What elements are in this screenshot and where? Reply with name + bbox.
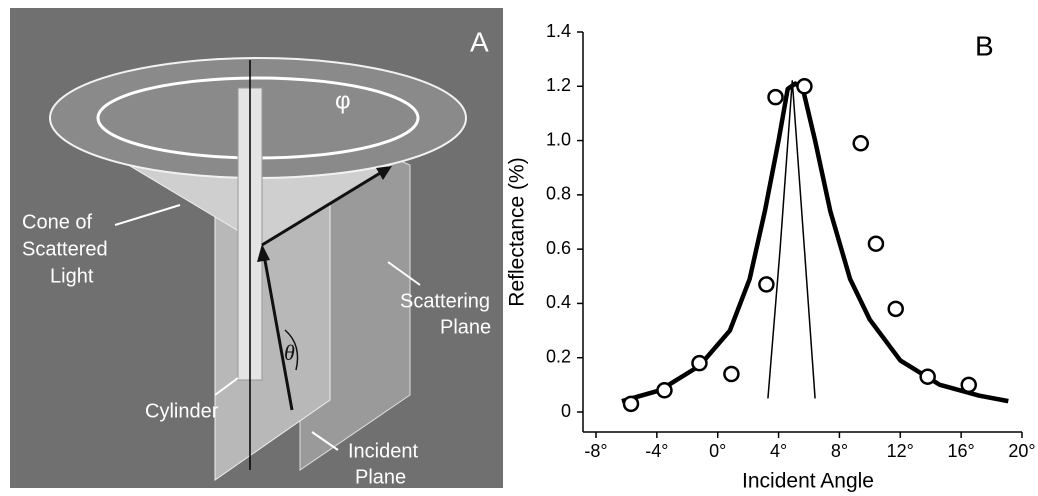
data-point	[919, 368, 936, 385]
panel-label: A	[470, 26, 489, 57]
pointer	[311, 431, 339, 451]
data-point	[723, 365, 740, 383]
data-point	[622, 395, 640, 413]
y-tick-label: 1.0	[546, 129, 571, 149]
data-point	[758, 276, 775, 293]
data-point	[656, 382, 673, 399]
cone-label: Cone of	[22, 211, 92, 233]
data-point	[691, 354, 708, 372]
pointer	[214, 377, 239, 396]
x-tick-label: -4°	[645, 441, 668, 461]
data-point	[852, 135, 869, 152]
y-tick-label: 0.4	[546, 292, 571, 312]
scattering-plane-label: Plane	[440, 316, 491, 338]
scattered-arrow	[261, 168, 386, 247]
incident-plane-label: Incident	[348, 440, 418, 462]
data-point	[867, 235, 885, 252]
panel-a: A φ Cone of Scattered Light Scattering P…	[10, 8, 503, 488]
data-point	[767, 88, 784, 106]
arrow-head	[257, 244, 270, 262]
incident-plane-label: Plane	[355, 466, 406, 488]
y-tick-label: 0	[561, 401, 571, 421]
y-tick-label: 0.6	[546, 238, 571, 258]
x-tick-label: 0°	[709, 441, 726, 461]
pointer	[387, 261, 421, 286]
panel-b: B Incident Angle Reflectance (%) 0 0.2 0.4…	[506, 21, 1036, 493]
pointer	[114, 204, 181, 226]
arrow-head	[376, 166, 392, 180]
x-tick-label: -8°	[584, 441, 607, 461]
cylinder-label: Cylinder	[145, 400, 219, 422]
y-tick-label: 0.8	[546, 184, 571, 204]
data-point	[796, 78, 813, 95]
x-tick-label: 4°	[770, 441, 787, 461]
x-tick-label: 12°	[887, 441, 914, 461]
data-point	[960, 376, 977, 394]
x-tick-label: 16°	[948, 441, 975, 461]
x-tick-label: 20°	[1008, 441, 1035, 461]
data-point	[887, 300, 904, 318]
phi-label: φ	[335, 87, 351, 114]
theta-arc	[284, 329, 299, 371]
incident-arrow	[262, 254, 294, 411]
x-axis-label: Incident Angle	[742, 470, 874, 493]
panel-label: B	[975, 30, 994, 61]
y-tick-label: 0.2	[546, 346, 571, 366]
cone-label: Light	[50, 265, 94, 287]
y-tick-label: 1.2	[546, 75, 571, 95]
scattering-plane-label: Scattering	[400, 290, 490, 312]
cone-label: Scattered	[22, 238, 108, 260]
x-tick-label: 8°	[831, 441, 848, 461]
y-tick-label: 1.4	[546, 21, 571, 41]
data-line	[621, 81, 1009, 404]
data-line	[767, 80, 816, 399]
theta-label: θ	[284, 340, 295, 365]
y-axis-label: Reflectance (%)	[506, 157, 529, 306]
